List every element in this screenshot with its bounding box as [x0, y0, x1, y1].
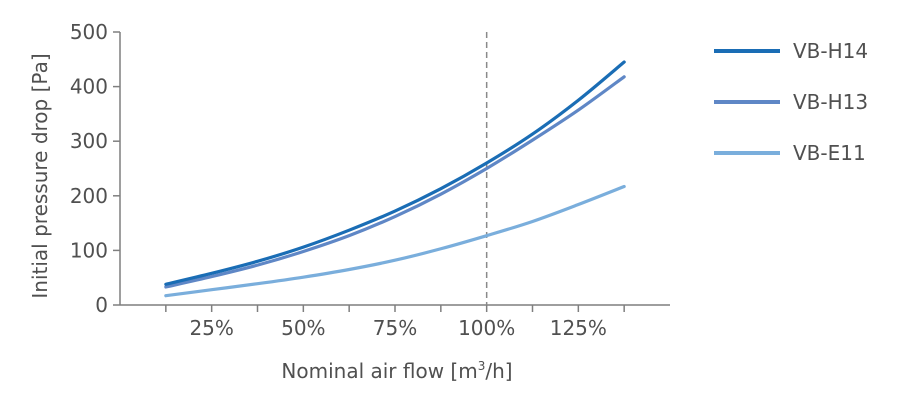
legend-label-vb-h13: VB-H13: [793, 90, 868, 114]
legend-label-vb-h14: VB-H14: [793, 39, 868, 63]
series-line-vb-e11: [164, 184, 626, 298]
x-tick-label: 25%: [189, 316, 233, 340]
legend: VB-H14 VB-H13 VB-E11: [714, 39, 868, 165]
x-axis-title-main: Nominal air flow [m: [281, 359, 477, 383]
x-axis-title: Nominal air flow [m3/h]: [281, 359, 512, 383]
x-tick-label: 125%: [550, 316, 607, 340]
x-tick-label: 50%: [281, 316, 325, 340]
y-tick-label: 100: [70, 238, 108, 262]
x-tick-label: 100%: [458, 316, 515, 340]
series-line-vb-h14: [164, 60, 626, 286]
y-tick-label: 500: [70, 20, 108, 44]
tick-labels: 0 100 200 300 400 500 25% 50% 75% 100% 125%: [70, 20, 607, 340]
x-tick-label: 75%: [373, 316, 417, 340]
x-axis-title-suffix: /h]: [485, 359, 512, 383]
tick-marks: [113, 31, 625, 312]
y-tick-label: 300: [70, 129, 108, 153]
y-axis-title: Initial pressure drop [Pa]: [28, 53, 52, 298]
series-lines: [164, 60, 626, 298]
y-tick-label: 0: [95, 293, 108, 317]
axes: [119, 32, 670, 306]
legend-label-vb-e11: VB-E11: [793, 141, 866, 165]
y-tick-label: 400: [70, 75, 108, 99]
series-line-vb-h13: [164, 75, 626, 289]
x-axis-title-superscript: 3: [478, 359, 486, 373]
y-tick-label: 200: [70, 184, 108, 208]
